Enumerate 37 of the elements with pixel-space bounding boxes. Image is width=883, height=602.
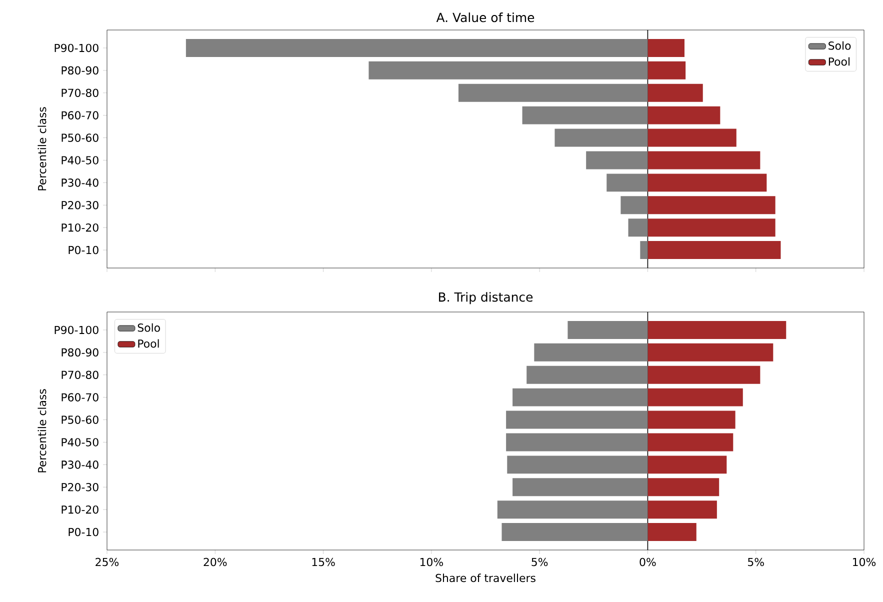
y-tick-label: P20-30	[62, 483, 98, 492]
x-tick-label: 0%	[640, 558, 656, 566]
chart-title: A. Value of time	[436, 12, 534, 22]
x-tick-label: 20%	[204, 558, 227, 566]
legend-label: Solo	[828, 41, 851, 50]
x-tick-label: 25%	[96, 558, 119, 566]
y-tick-label: P30-40	[62, 178, 98, 187]
legend-label: Pool	[828, 57, 850, 66]
y-tick-label: P0-10	[68, 528, 98, 536]
y-tick-label: P60-70	[62, 111, 98, 120]
y-tick-label: P50-60	[62, 134, 98, 142]
y-tick-label: P80-90	[62, 348, 98, 357]
y-tick-label: P90-100	[54, 44, 98, 52]
y-tick-label: P70-80	[62, 370, 98, 380]
y-tick-label: P40-50	[62, 156, 98, 164]
x-tick-label: 10%	[853, 558, 876, 566]
y-tick-label: P10-20	[62, 223, 98, 232]
x-axis-title: Share of travellers	[436, 574, 536, 582]
y-axis-title: Percentile class	[38, 107, 46, 190]
y-tick-label: P70-80	[62, 88, 98, 98]
y-tick-label: P10-20	[62, 505, 98, 514]
y-tick-label: P0-10	[68, 246, 98, 254]
x-tick-label: 15%	[312, 558, 335, 566]
x-tick-label: 5%	[748, 558, 764, 566]
chart-title: B. Trip distance	[438, 292, 533, 304]
y-tick-label: P30-40	[62, 460, 98, 469]
legend-label: Solo	[138, 323, 160, 332]
y-axis-title: Percentile class	[38, 389, 46, 472]
y-tick-label: P60-70	[62, 393, 98, 402]
x-tick-label: 10%	[420, 558, 443, 566]
y-tick-label: P90-100	[54, 326, 98, 334]
y-tick-label: P80-90	[62, 66, 98, 75]
y-tick-label: P50-60	[62, 416, 98, 424]
y-tick-label: P20-30	[62, 200, 98, 210]
y-tick-label: P40-50	[62, 438, 98, 446]
legend-label: Pool	[138, 339, 159, 348]
x-tick-label: 5%	[532, 558, 548, 566]
